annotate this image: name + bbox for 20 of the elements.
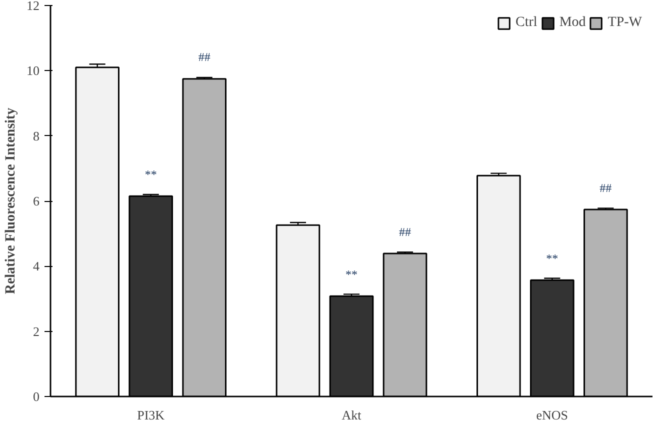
- annotation: **: [346, 267, 358, 282]
- y-tick-label: 12: [26, 0, 40, 13]
- y-tick-label: 8: [33, 128, 40, 144]
- annotation: ##: [198, 50, 210, 64]
- y-tick-label: 10: [26, 63, 40, 78]
- annotation: **: [546, 252, 558, 266]
- legend-label: TP-W: [608, 15, 642, 31]
- annotation: **: [144, 167, 157, 182]
- x-tick-label: PI3K: [137, 408, 166, 422]
- x-tick-label: eNOS: [536, 408, 568, 422]
- legend-label: Mod: [559, 15, 586, 31]
- annotation: ##: [600, 180, 612, 195]
- annotation: ##: [399, 224, 412, 239]
- y-tick-label: 2: [33, 324, 40, 339]
- y-tick-label: 0: [33, 389, 40, 404]
- x-tick-label: Akt: [342, 408, 362, 422]
- y-tick-label: 6: [33, 194, 40, 208]
- legend-label: Ctrl: [516, 15, 538, 31]
- y-axis-title: Relative Fluorescence Intensity: [4, 108, 18, 294]
- y-tick-label: 4: [33, 258, 40, 274]
